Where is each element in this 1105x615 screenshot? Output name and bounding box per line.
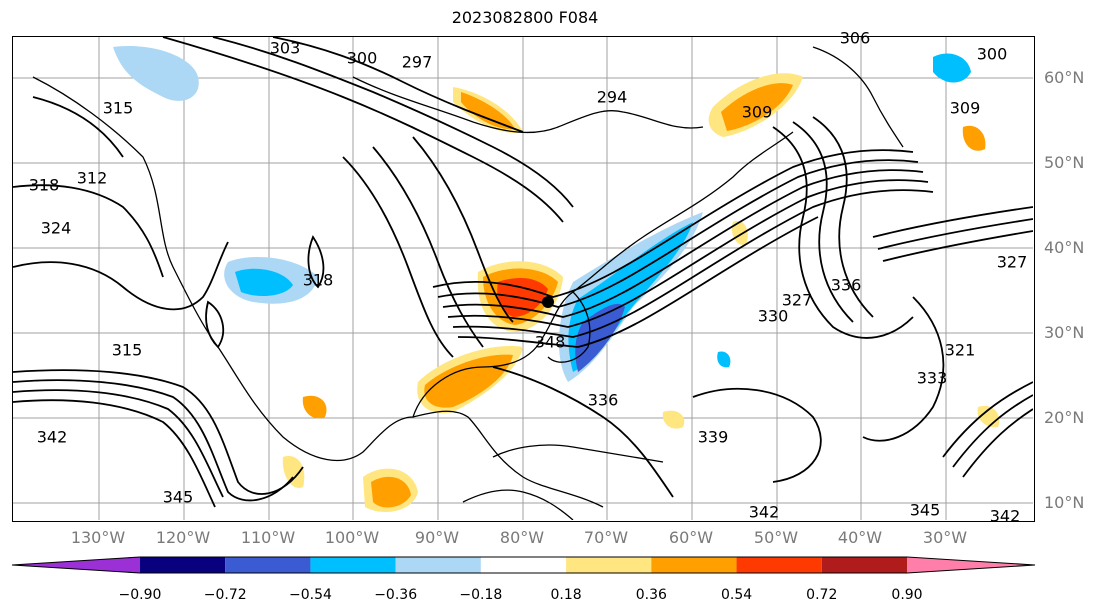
lon-label: 70°W xyxy=(583,528,629,547)
colorbar-outline xyxy=(11,556,1036,574)
contour-value-label: 300 xyxy=(976,44,1008,64)
lon-label: 100°W xyxy=(324,528,380,547)
contour-value-label: 327 xyxy=(781,290,813,310)
lon-label: 130°W xyxy=(70,528,126,547)
colorbar-bin xyxy=(140,557,226,573)
contour-value-label: 294 xyxy=(596,87,628,107)
colorbar-tick-label: −0.90 xyxy=(118,587,162,603)
contour-value-label: 318 xyxy=(28,175,60,195)
colorbar-bin xyxy=(395,557,481,573)
lon-label: 120°W xyxy=(155,528,211,547)
contour-value-label: 315 xyxy=(102,98,134,118)
contour-value-label: 339 xyxy=(697,427,729,447)
lat-label: 40°N xyxy=(1044,238,1085,257)
lon-label: 90°W xyxy=(414,528,460,547)
contour-value-label: 336 xyxy=(587,390,619,410)
contour-value-label: 297 xyxy=(401,52,433,72)
contour-value-label: 336 xyxy=(830,275,862,295)
colorbar-extension-low xyxy=(12,557,140,573)
lon-label: 50°W xyxy=(753,528,799,547)
contour-value-label: 315 xyxy=(111,340,143,360)
lat-label: 10°N xyxy=(1044,493,1085,512)
colorbar-tick-label: −0.54 xyxy=(288,587,332,603)
low-pressure-center xyxy=(542,296,554,308)
map-title: 2023082800 F084 xyxy=(451,8,599,27)
lat-label: 30°N xyxy=(1044,323,1085,342)
lon-label: 80°W xyxy=(499,528,545,547)
contour-value-label: 348 xyxy=(534,332,566,352)
colorbar-bin xyxy=(651,557,737,573)
contour-value-label: 330 xyxy=(757,306,789,326)
colorbar-tick-label: 0.90 xyxy=(891,587,923,603)
colorbar xyxy=(11,556,1036,574)
shaded-anomaly-fields xyxy=(113,46,1000,512)
contour-value-label: 300 xyxy=(346,48,378,68)
lat-label: 60°N xyxy=(1044,68,1085,87)
colorbar-bin xyxy=(480,557,567,573)
contour-value-label: 345 xyxy=(162,487,194,507)
contour-value-label: 303 xyxy=(269,38,301,58)
contour-value-label: 342 xyxy=(36,427,68,447)
contour-value-label: 309 xyxy=(949,98,981,118)
colorbar-tick-label: −0.18 xyxy=(459,587,503,603)
lon-label: 30°W xyxy=(922,528,968,547)
contour-value-label: 345 xyxy=(909,500,941,520)
colorbar-tick-label: 0.36 xyxy=(635,587,667,603)
map-canvas xyxy=(13,37,1033,520)
colorbar-bin xyxy=(310,557,396,573)
coastlines xyxy=(32,46,904,520)
contour-value-label: 318 xyxy=(302,270,334,290)
contour-value-label: 324 xyxy=(40,218,72,238)
contour-value-label: 333 xyxy=(916,368,948,388)
colorbar-tick-label: 0.72 xyxy=(806,587,838,603)
contour-value-label: 327 xyxy=(996,252,1028,272)
lon-label: 60°W xyxy=(668,528,714,547)
contour-value-label: 312 xyxy=(76,168,108,188)
lon-label: 110°W xyxy=(240,528,296,547)
lat-label: 50°N xyxy=(1044,153,1085,172)
map-panel xyxy=(12,36,1035,522)
colorbar-extension-high xyxy=(907,557,1035,573)
colorbar-tick-label: −0.72 xyxy=(203,587,247,603)
contour-value-label: 306 xyxy=(839,28,871,48)
lon-label: 40°W xyxy=(837,528,883,547)
contour-value-label: 342 xyxy=(748,502,780,522)
contour-value-label: 321 xyxy=(944,340,976,360)
lat-label: 20°N xyxy=(1044,408,1085,427)
colorbar-tick-label: 0.54 xyxy=(720,587,753,603)
colorbar-bin xyxy=(736,557,822,573)
colorbar-tick-label: −0.36 xyxy=(374,587,418,603)
contour-value-label: 342 xyxy=(989,506,1021,526)
colorbar-tick-label: 0.18 xyxy=(550,587,582,603)
colorbar-bin xyxy=(225,557,311,573)
colorbar-bin xyxy=(821,557,907,573)
contour-lines xyxy=(13,37,1033,508)
contour-value-label: 309 xyxy=(741,102,773,122)
colorbar-bin xyxy=(566,557,652,573)
